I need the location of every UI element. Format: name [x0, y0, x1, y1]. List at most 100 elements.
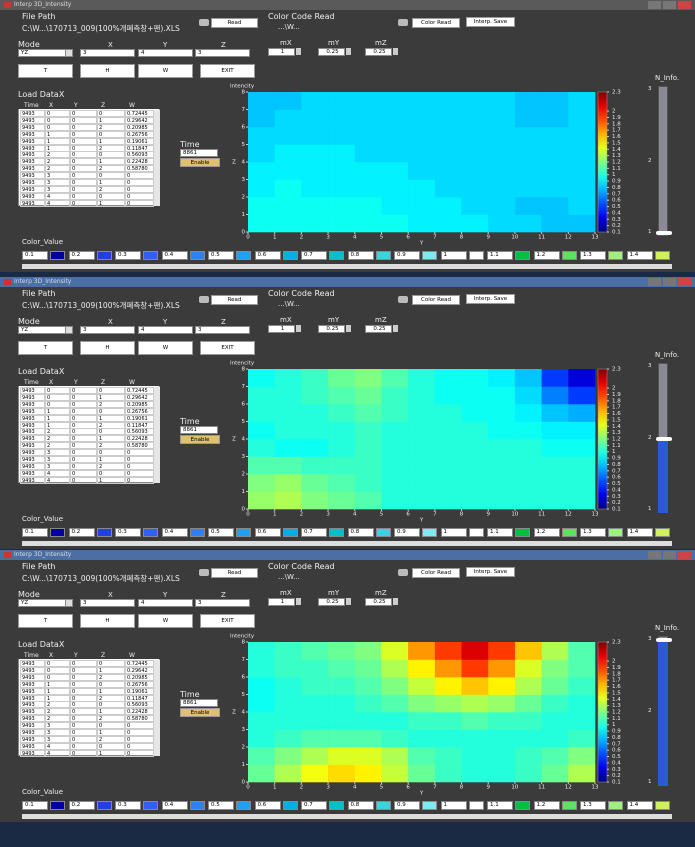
color-swatch[interactable]	[50, 528, 65, 537]
color-swatch[interactable]	[422, 528, 437, 537]
color-swatch[interactable]	[143, 528, 158, 537]
slider-thumb[interactable]	[656, 231, 672, 235]
color-read-button[interactable]: Color Read	[412, 295, 460, 305]
color-value-input[interactable]: 0.4	[161, 528, 188, 537]
color-value-input[interactable]: 0.8	[347, 251, 374, 260]
color-swatch[interactable]	[515, 801, 530, 810]
color-swatch[interactable]	[189, 251, 205, 260]
mz-input[interactable]: 0.25	[365, 48, 392, 56]
action-button[interactable]: T	[18, 614, 73, 628]
time-input[interactable]: 8861	[180, 426, 218, 434]
color-swatch[interactable]	[468, 528, 484, 537]
x-input[interactable]: 3	[80, 49, 135, 57]
color-value-input[interactable]: 0.3	[115, 801, 141, 810]
color-swatch[interactable]	[468, 251, 484, 260]
action-button[interactable]: W	[138, 64, 193, 78]
action-button[interactable]: EXIT	[200, 341, 255, 355]
color-value-input[interactable]: 0.3	[115, 251, 141, 260]
color-swatch[interactable]	[375, 251, 391, 260]
color-value-input[interactable]: 1	[440, 801, 467, 810]
enable-button[interactable]: Enable	[180, 158, 220, 167]
color-swatch[interactable]	[608, 801, 623, 810]
color-value-input[interactable]: 0.2	[68, 528, 95, 537]
color-swatch[interactable]	[329, 251, 344, 260]
color-swatch[interactable]	[468, 801, 484, 810]
color-value-input[interactable]: 0.4	[161, 801, 188, 810]
color-value-input[interactable]: 0.7	[301, 251, 327, 260]
y-input[interactable]: 4	[138, 599, 193, 607]
z-input[interactable]: 3	[195, 599, 250, 607]
color-swatch[interactable]	[654, 528, 670, 537]
color-value-input[interactable]: 0.8	[347, 801, 374, 810]
color-value-input[interactable]: 0.5	[208, 528, 234, 537]
color-value-input[interactable]: 1.3	[580, 528, 606, 537]
x-input[interactable]: 3	[80, 599, 135, 607]
color-swatch[interactable]	[236, 801, 251, 810]
color-value-input[interactable]: 0.9	[394, 801, 420, 810]
my-input[interactable]: 0.25	[318, 598, 345, 606]
color-swatch[interactable]	[375, 528, 391, 537]
color-value-input[interactable]: 0.6	[254, 801, 281, 810]
close-button[interactable]	[678, 1, 691, 9]
my-input[interactable]: 0.25	[318, 48, 345, 56]
read-button[interactable]: Read	[211, 295, 258, 305]
color-value-input[interactable]: 0.1	[22, 528, 48, 537]
slider-thumb[interactable]	[656, 436, 672, 441]
color-read-button[interactable]: Color Read	[412, 568, 460, 578]
color-value-input[interactable]: 1.3	[580, 251, 606, 260]
action-button[interactable]: H	[80, 614, 135, 628]
color-swatch[interactable]	[96, 528, 112, 537]
color-value-input[interactable]: 1.2	[533, 801, 560, 810]
action-button[interactable]: EXIT	[200, 64, 255, 78]
color-swatch[interactable]	[50, 251, 65, 260]
color-swatch[interactable]	[236, 528, 251, 537]
color-value-input[interactable]: 1.1	[487, 801, 513, 810]
action-button[interactable]: EXIT	[200, 614, 255, 628]
color-swatch[interactable]	[654, 801, 670, 810]
color-swatch[interactable]	[282, 801, 298, 810]
color-value-input[interactable]: 1.2	[533, 528, 560, 537]
color-swatch[interactable]	[375, 801, 391, 810]
color-swatch[interactable]	[329, 528, 344, 537]
color-swatch[interactable]	[189, 801, 205, 810]
color-value-input[interactable]: 0.5	[208, 801, 234, 810]
enable-button[interactable]: Enable	[180, 708, 220, 717]
color-swatch[interactable]	[236, 251, 251, 260]
color-value-input[interactable]: 1.3	[580, 801, 606, 810]
z-input[interactable]: 3	[195, 326, 250, 334]
z-input[interactable]: 3	[195, 49, 250, 57]
mx-input[interactable]: 1	[268, 325, 295, 333]
color-value-input[interactable]: 1	[440, 528, 467, 537]
color-value-input[interactable]: 0.2	[68, 801, 95, 810]
interp-save-button[interactable]: Interp. Save	[466, 567, 515, 577]
x-input[interactable]: 3	[80, 326, 135, 334]
color-swatch[interactable]	[608, 528, 623, 537]
action-button[interactable]: W	[138, 341, 193, 355]
color-value-input[interactable]: 1.4	[626, 251, 653, 260]
color-value-input[interactable]: 0.7	[301, 801, 327, 810]
y-input[interactable]: 4	[138, 49, 193, 57]
color-value-input[interactable]: 1.4	[626, 801, 653, 810]
color-value-input[interactable]: 0.5	[208, 251, 234, 260]
minimize-button[interactable]	[648, 278, 661, 286]
color-value-input[interactable]: 0.2	[68, 251, 95, 260]
color-swatch[interactable]	[282, 251, 298, 260]
color-swatch[interactable]	[654, 251, 670, 260]
mx-input[interactable]: 1	[268, 598, 295, 606]
color-swatch[interactable]	[422, 251, 437, 260]
my-input[interactable]: 0.25	[318, 325, 345, 333]
mz-input[interactable]: 0.25	[365, 325, 392, 333]
mz-input[interactable]: 0.25	[365, 598, 392, 606]
color-swatch[interactable]	[189, 528, 205, 537]
read-button[interactable]: Read	[211, 568, 258, 578]
minimize-button[interactable]	[648, 551, 661, 559]
color-swatch[interactable]	[96, 801, 112, 810]
action-button[interactable]: T	[18, 341, 73, 355]
color-value-input[interactable]: 0.6	[254, 528, 281, 537]
color-swatch[interactable]	[561, 528, 577, 537]
color-value-input[interactable]: 0.1	[22, 251, 48, 260]
time-input[interactable]: 8861	[180, 149, 218, 157]
color-swatch[interactable]	[329, 801, 344, 810]
minimize-button[interactable]	[648, 1, 661, 9]
color-swatch[interactable]	[561, 801, 577, 810]
